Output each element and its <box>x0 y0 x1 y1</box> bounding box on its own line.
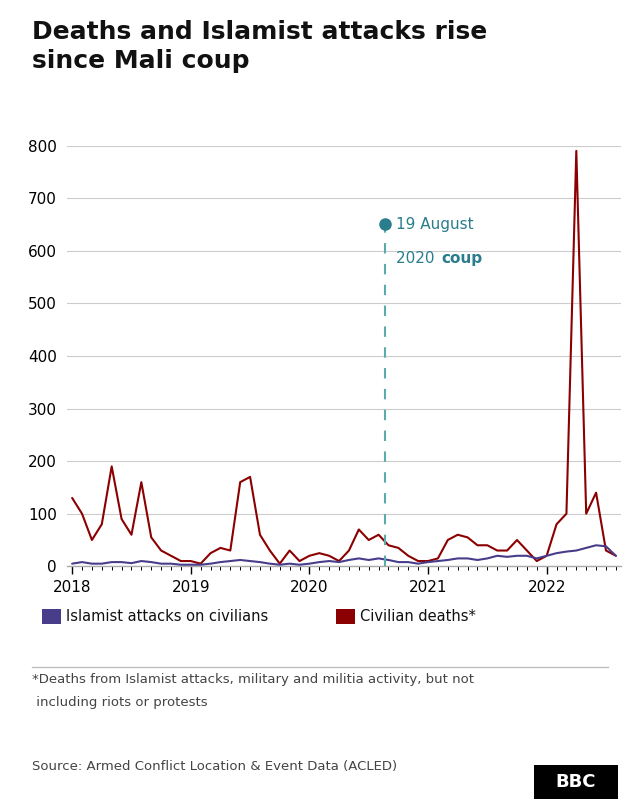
Text: *Deaths from Islamist attacks, military and militia activity, but not: *Deaths from Islamist attacks, military … <box>32 673 474 686</box>
Text: Deaths and Islamist attacks rise
since Mali coup: Deaths and Islamist attacks rise since M… <box>32 20 487 73</box>
Text: Civilian deaths*: Civilian deaths* <box>360 609 476 624</box>
Text: Islamist attacks on civilians: Islamist attacks on civilians <box>66 609 268 624</box>
Text: coup: coup <box>441 251 482 266</box>
Text: BBC: BBC <box>556 773 596 791</box>
Text: 2020: 2020 <box>396 251 440 266</box>
Text: 19 August: 19 August <box>396 217 474 231</box>
Text: Source: Armed Conflict Location & Event Data (ACLED): Source: Armed Conflict Location & Event … <box>32 760 397 773</box>
Text: including riots or protests: including riots or protests <box>32 696 207 709</box>
